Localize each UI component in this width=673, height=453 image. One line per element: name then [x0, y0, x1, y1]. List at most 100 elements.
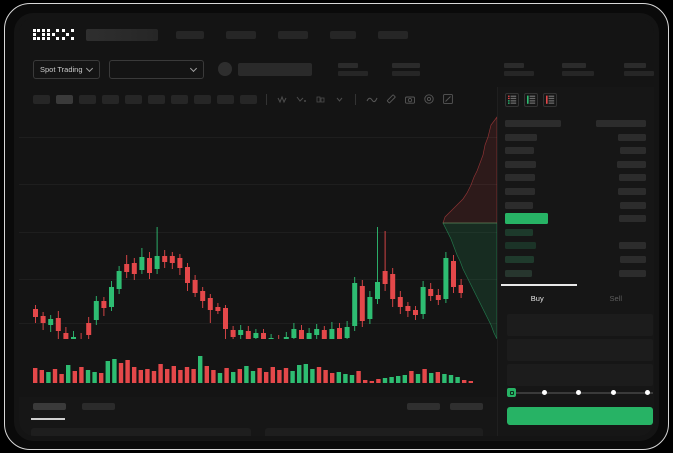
order-book-row[interactable]: [498, 144, 654, 158]
line-chart-icon[interactable]: [365, 93, 378, 106]
order-form-fields: [507, 314, 653, 389]
order-book-bid-bar: [505, 133, 537, 141]
active-tab-underline: [31, 418, 65, 420]
order-book-row[interactable]: [498, 212, 654, 226]
order-book-row[interactable]: [498, 171, 654, 185]
orders-action-1[interactable]: [450, 403, 483, 410]
slider-handle[interactable]: [507, 388, 516, 397]
ticker-stats: [338, 62, 654, 76]
order-book-bid-bar: [505, 120, 561, 127]
timeframe-button-8[interactable]: [217, 94, 234, 104]
tab-buy-label: Buy: [530, 293, 544, 303]
place-order-button[interactable]: [507, 407, 653, 425]
nav-search-input[interactable]: [85, 28, 158, 41]
order-book-row[interactable]: [498, 131, 654, 145]
ticker-stat-label: [338, 62, 358, 68]
slider-stop-75[interactable]: [610, 389, 616, 395]
ticker-stat-label: [624, 62, 646, 68]
order-book-mode-both[interactable]: [505, 93, 519, 107]
order-book-ask-bar: [620, 255, 646, 263]
order-book-bid-bar: [505, 255, 534, 263]
app-screen: Spot Trading: [19, 18, 654, 436]
order-form-field-2[interactable]: [507, 364, 653, 386]
buy-sell-tabs: Buy Sell: [498, 286, 654, 310]
okx-logo-glyph: [33, 28, 45, 41]
nav-item-3[interactable]: [329, 30, 356, 39]
timeframe-button-9[interactable]: [240, 94, 257, 104]
order-book-row[interactable]: [498, 117, 654, 131]
order-book-row[interactable]: [498, 267, 654, 281]
orders-positions-panel: [19, 397, 497, 436]
order-book-row[interactable]: [498, 185, 654, 199]
order-book-ask-bar: [620, 201, 646, 209]
slider-stop-100[interactable]: [645, 389, 650, 395]
order-book-rows[interactable]: [498, 117, 654, 280]
percent-slider[interactable]: [507, 387, 653, 399]
order-book-ask-bar: [620, 147, 646, 155]
nav-item-0[interactable]: [175, 30, 204, 39]
timeframe-button-2[interactable]: [79, 94, 96, 104]
nav-item-2[interactable]: [277, 30, 308, 39]
tab-buy[interactable]: Buy: [498, 286, 577, 310]
coin-avatar: [218, 62, 232, 76]
spot-trading-dropdown[interactable]: Spot Trading: [33, 59, 100, 79]
ruler-icon[interactable]: [384, 93, 397, 106]
order-book-mode-sell[interactable]: [543, 93, 557, 107]
timeframe-button-6[interactable]: [171, 94, 188, 104]
chart-type-icon[interactable]: [295, 93, 308, 106]
volume-series: [33, 356, 473, 383]
order-book-bid-bar: [505, 174, 535, 182]
camera-icon[interactable]: [403, 93, 416, 106]
ticker-stat-value: [504, 70, 534, 76]
chevron-down-icon: [191, 66, 197, 72]
chevron-down-icon[interactable]: [333, 93, 346, 106]
order-book-panel: Buy Sell: [497, 87, 654, 436]
fullscreen-icon[interactable]: [441, 93, 454, 106]
order-book-row[interactable]: [498, 199, 654, 213]
settings-gear-icon[interactable]: [422, 93, 435, 106]
order-book-bid-bar: [505, 147, 534, 155]
order-book-row[interactable]: [498, 253, 654, 267]
ticker-stat-value: [338, 70, 368, 76]
gridline-2: [19, 232, 497, 233]
okx-logo-glyph: [47, 28, 60, 41]
order-form-field-0[interactable]: [507, 314, 653, 336]
order-book-bid-bar: [505, 269, 532, 277]
timeframe-button-3[interactable]: [102, 94, 119, 104]
order-form-field-1[interactable]: [507, 339, 653, 361]
order-book-ask-bar: [617, 160, 646, 168]
orders-tab-0[interactable]: [33, 403, 66, 410]
orders-tab-list: [33, 403, 115, 410]
tab-sell-label: Sell: [609, 293, 622, 303]
nav-item-4[interactable]: [377, 30, 408, 39]
okx-logo[interactable]: [33, 28, 74, 41]
ticker-stat-value: [624, 70, 654, 76]
timeframe-button-1[interactable]: [56, 94, 73, 104]
order-book-row[interactable]: [498, 226, 654, 240]
order-book-row[interactable]: [498, 158, 654, 172]
timeframe-button-0[interactable]: [33, 94, 50, 104]
candlestick-chart[interactable]: [19, 111, 497, 339]
compare-icon[interactable]: [314, 93, 327, 106]
order-book-row[interactable]: [498, 239, 654, 253]
orders-tab-1[interactable]: [82, 403, 115, 410]
orders-action-0[interactable]: [407, 403, 440, 410]
order-book-ask-bar: [596, 120, 646, 127]
indicator-squiggle-icon[interactable]: [276, 93, 289, 106]
nav-item-1[interactable]: [225, 30, 256, 39]
orders-placeholder-right: [265, 428, 483, 436]
toolbar-divider: [266, 93, 267, 105]
tab-sell[interactable]: Sell: [577, 286, 655, 310]
slider-track: [511, 392, 653, 394]
volume-histogram[interactable]: [19, 339, 497, 397]
order-book-ask-bar: [619, 242, 646, 250]
trading-pair-select[interactable]: [108, 59, 205, 79]
timeframe-button-5[interactable]: [148, 94, 165, 104]
timeframe-button-7[interactable]: [194, 94, 211, 104]
slider-stop-50[interactable]: [576, 389, 581, 395]
chart-toolbar: [19, 87, 497, 111]
order-book-mode-buy[interactable]: [524, 93, 538, 107]
slider-stop-25[interactable]: [541, 389, 547, 395]
timeframe-button-4[interactable]: [125, 94, 142, 104]
ticker-stat-label: [392, 62, 420, 68]
